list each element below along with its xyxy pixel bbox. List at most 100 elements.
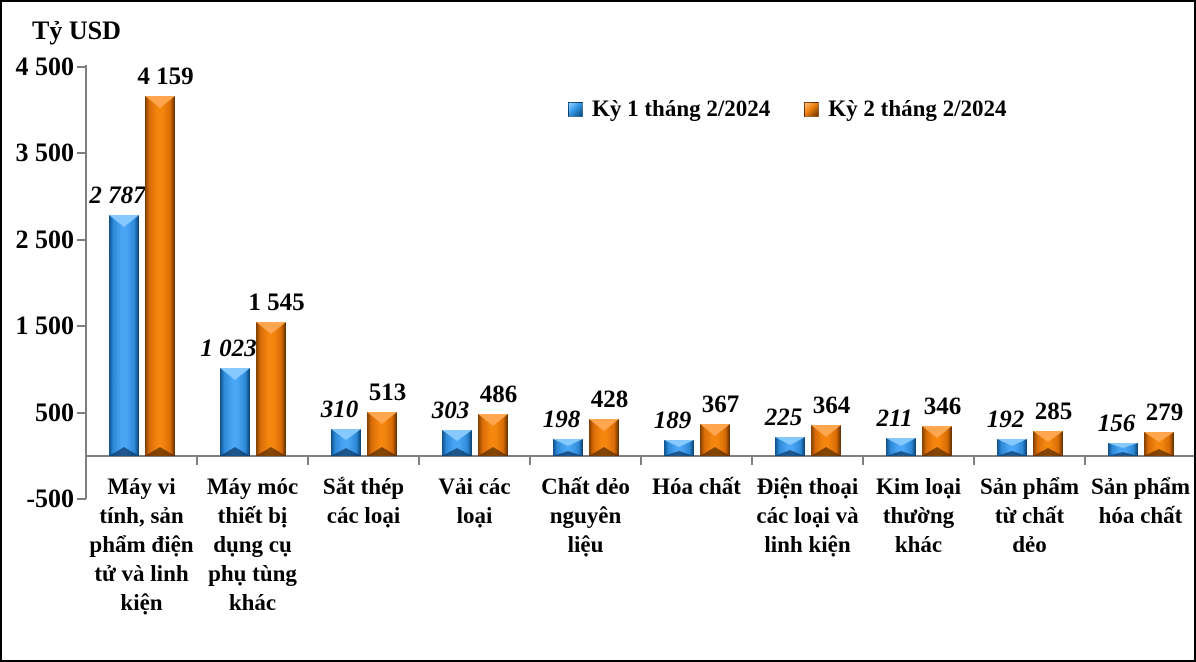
bar-bottom-bevel — [552, 451, 583, 456]
category-label: Máy móc thiết bị dụng cụ phụ tùng khác — [206, 474, 299, 615]
y-axis-tick — [77, 238, 86, 241]
value-label-ky2: 513 — [368, 379, 407, 406]
bar-bottom-bevel — [330, 448, 361, 456]
bar-top-bevel — [477, 414, 508, 426]
bar-top-bevel — [1032, 431, 1063, 442]
y-tick-label: 1 500 — [15, 311, 75, 341]
bar-top-bevel — [255, 322, 286, 334]
category-label: Hóa chất — [652, 474, 741, 499]
bar-top-bevel — [552, 439, 583, 446]
category-label: Máy vi tính, sản phẩm điện tử và linh ki… — [89, 474, 194, 615]
bar-top-bevel — [441, 430, 472, 441]
bar-bottom-bevel — [885, 451, 916, 456]
bar-bottom-bevel — [774, 450, 805, 456]
legend: Kỳ 1 tháng 2/2024 Kỳ 2 tháng 2/2024 — [568, 96, 1007, 121]
bar-top-bevel — [366, 412, 397, 424]
bar-bottom-bevel — [588, 447, 619, 456]
y-axis-tick — [77, 66, 86, 68]
bar-ky2 — [810, 425, 841, 456]
bar-top-bevel — [774, 437, 805, 445]
bar-ky2 — [699, 424, 730, 456]
legend-swatch-ky2-icon — [804, 101, 820, 117]
bar-bottom-bevel — [219, 447, 250, 456]
category-label: Chất dẻo nguyên liệu — [541, 474, 630, 557]
y-tick-label: 2 500 — [15, 224, 75, 254]
bar-ky1 — [885, 438, 916, 456]
value-label-ky2: 346 — [923, 393, 962, 420]
bar-ky1 — [996, 439, 1027, 456]
value-label-ky1: 189 — [653, 407, 692, 434]
value-label-ky2: 486 — [479, 381, 518, 408]
bar-bottom-bevel — [477, 447, 508, 456]
bar-bottom-bevel — [1032, 448, 1063, 456]
value-label-ky2: 1 545 — [248, 289, 305, 316]
value-label-ky2: 367 — [701, 391, 740, 418]
y-axis-tick — [77, 411, 86, 414]
bar-ky1 — [663, 440, 694, 456]
y-tick-label: 500 — [35, 397, 74, 427]
legend-label-ky1: Kỳ 1 tháng 2/2024 — [592, 96, 771, 121]
x-axis-tick — [862, 456, 864, 465]
bar-ky2 — [366, 412, 397, 456]
bar-ky2 — [588, 419, 619, 456]
bar-ky1 — [108, 215, 139, 456]
legend-item-ky2: Kỳ 2 tháng 2/2024 — [804, 96, 1007, 121]
bar-bottom-bevel — [108, 447, 139, 456]
x-axis-tick — [973, 456, 975, 465]
value-label-ky1: 2 787 — [89, 182, 146, 209]
value-label-ky2: 364 — [812, 392, 851, 419]
bar-top-bevel — [108, 215, 139, 227]
bar-bottom-bevel — [1143, 449, 1174, 456]
legend-label-ky2: Kỳ 2 tháng 2/2024 — [828, 96, 1007, 121]
legend-item-ky1: Kỳ 1 tháng 2/2024 — [568, 96, 771, 121]
bar-ky2 — [1032, 431, 1063, 456]
x-axis-tick — [307, 456, 309, 465]
value-label-ky2: 428 — [590, 386, 629, 413]
y-axis-tick — [77, 498, 86, 501]
x-axis-tick — [640, 456, 642, 465]
bar-top-bevel — [1107, 443, 1138, 448]
value-label-ky1: 303 — [431, 397, 470, 424]
category-label: Vải các loại — [438, 474, 511, 528]
y-axis-tick — [77, 325, 86, 328]
bar-bottom-bevel — [699, 447, 730, 456]
bar-top-bevel — [699, 424, 730, 436]
bar-ky2 — [144, 96, 175, 456]
y-tick-label: 4 500 — [15, 52, 75, 81]
bar-ky2 — [477, 414, 508, 456]
y-axis-title: Tỷ USD — [32, 16, 121, 45]
value-label-ky1: 1 023 — [200, 335, 257, 362]
bar-ky1 — [552, 439, 583, 456]
bar-ky2 — [921, 426, 952, 456]
value-label-ky2: 279 — [1145, 399, 1184, 426]
value-label-ky1: 310 — [320, 396, 359, 423]
bar-top-bevel — [921, 426, 952, 438]
bar-top-bevel — [144, 96, 175, 108]
bar-top-bevel — [810, 425, 841, 437]
x-axis-line — [85, 455, 1194, 457]
category-label: Sản phẩm từ chất dẻo — [979, 474, 1080, 557]
bar-top-bevel — [588, 419, 619, 431]
bar-top-bevel — [885, 438, 916, 446]
x-axis-tick — [529, 456, 531, 465]
bar-ky1 — [330, 429, 361, 456]
bar-bottom-bevel — [810, 447, 841, 456]
legend-swatch-ky1-icon — [568, 101, 583, 117]
y-tick-label: -500 — [26, 484, 74, 514]
bar-ky2 — [255, 322, 286, 456]
category-label: Kim loại thường khác — [876, 474, 961, 557]
value-label-ky1: 211 — [876, 405, 913, 432]
category-label: Sản phẩm hóa chất — [1090, 474, 1191, 528]
bar-ky2 — [1143, 432, 1174, 456]
value-label-ky1: 192 — [986, 406, 1025, 433]
y-tick-label: 3 500 — [15, 138, 75, 168]
bar-ky1 — [774, 437, 805, 456]
y-axis-line — [85, 65, 87, 500]
bar-bottom-bevel — [663, 451, 694, 456]
bar-bottom-bevel — [921, 447, 952, 456]
bar-bottom-bevel — [996, 451, 1027, 456]
bar-top-bevel — [1143, 432, 1174, 442]
bar-bottom-bevel — [441, 448, 472, 456]
x-axis-tick — [751, 456, 753, 465]
